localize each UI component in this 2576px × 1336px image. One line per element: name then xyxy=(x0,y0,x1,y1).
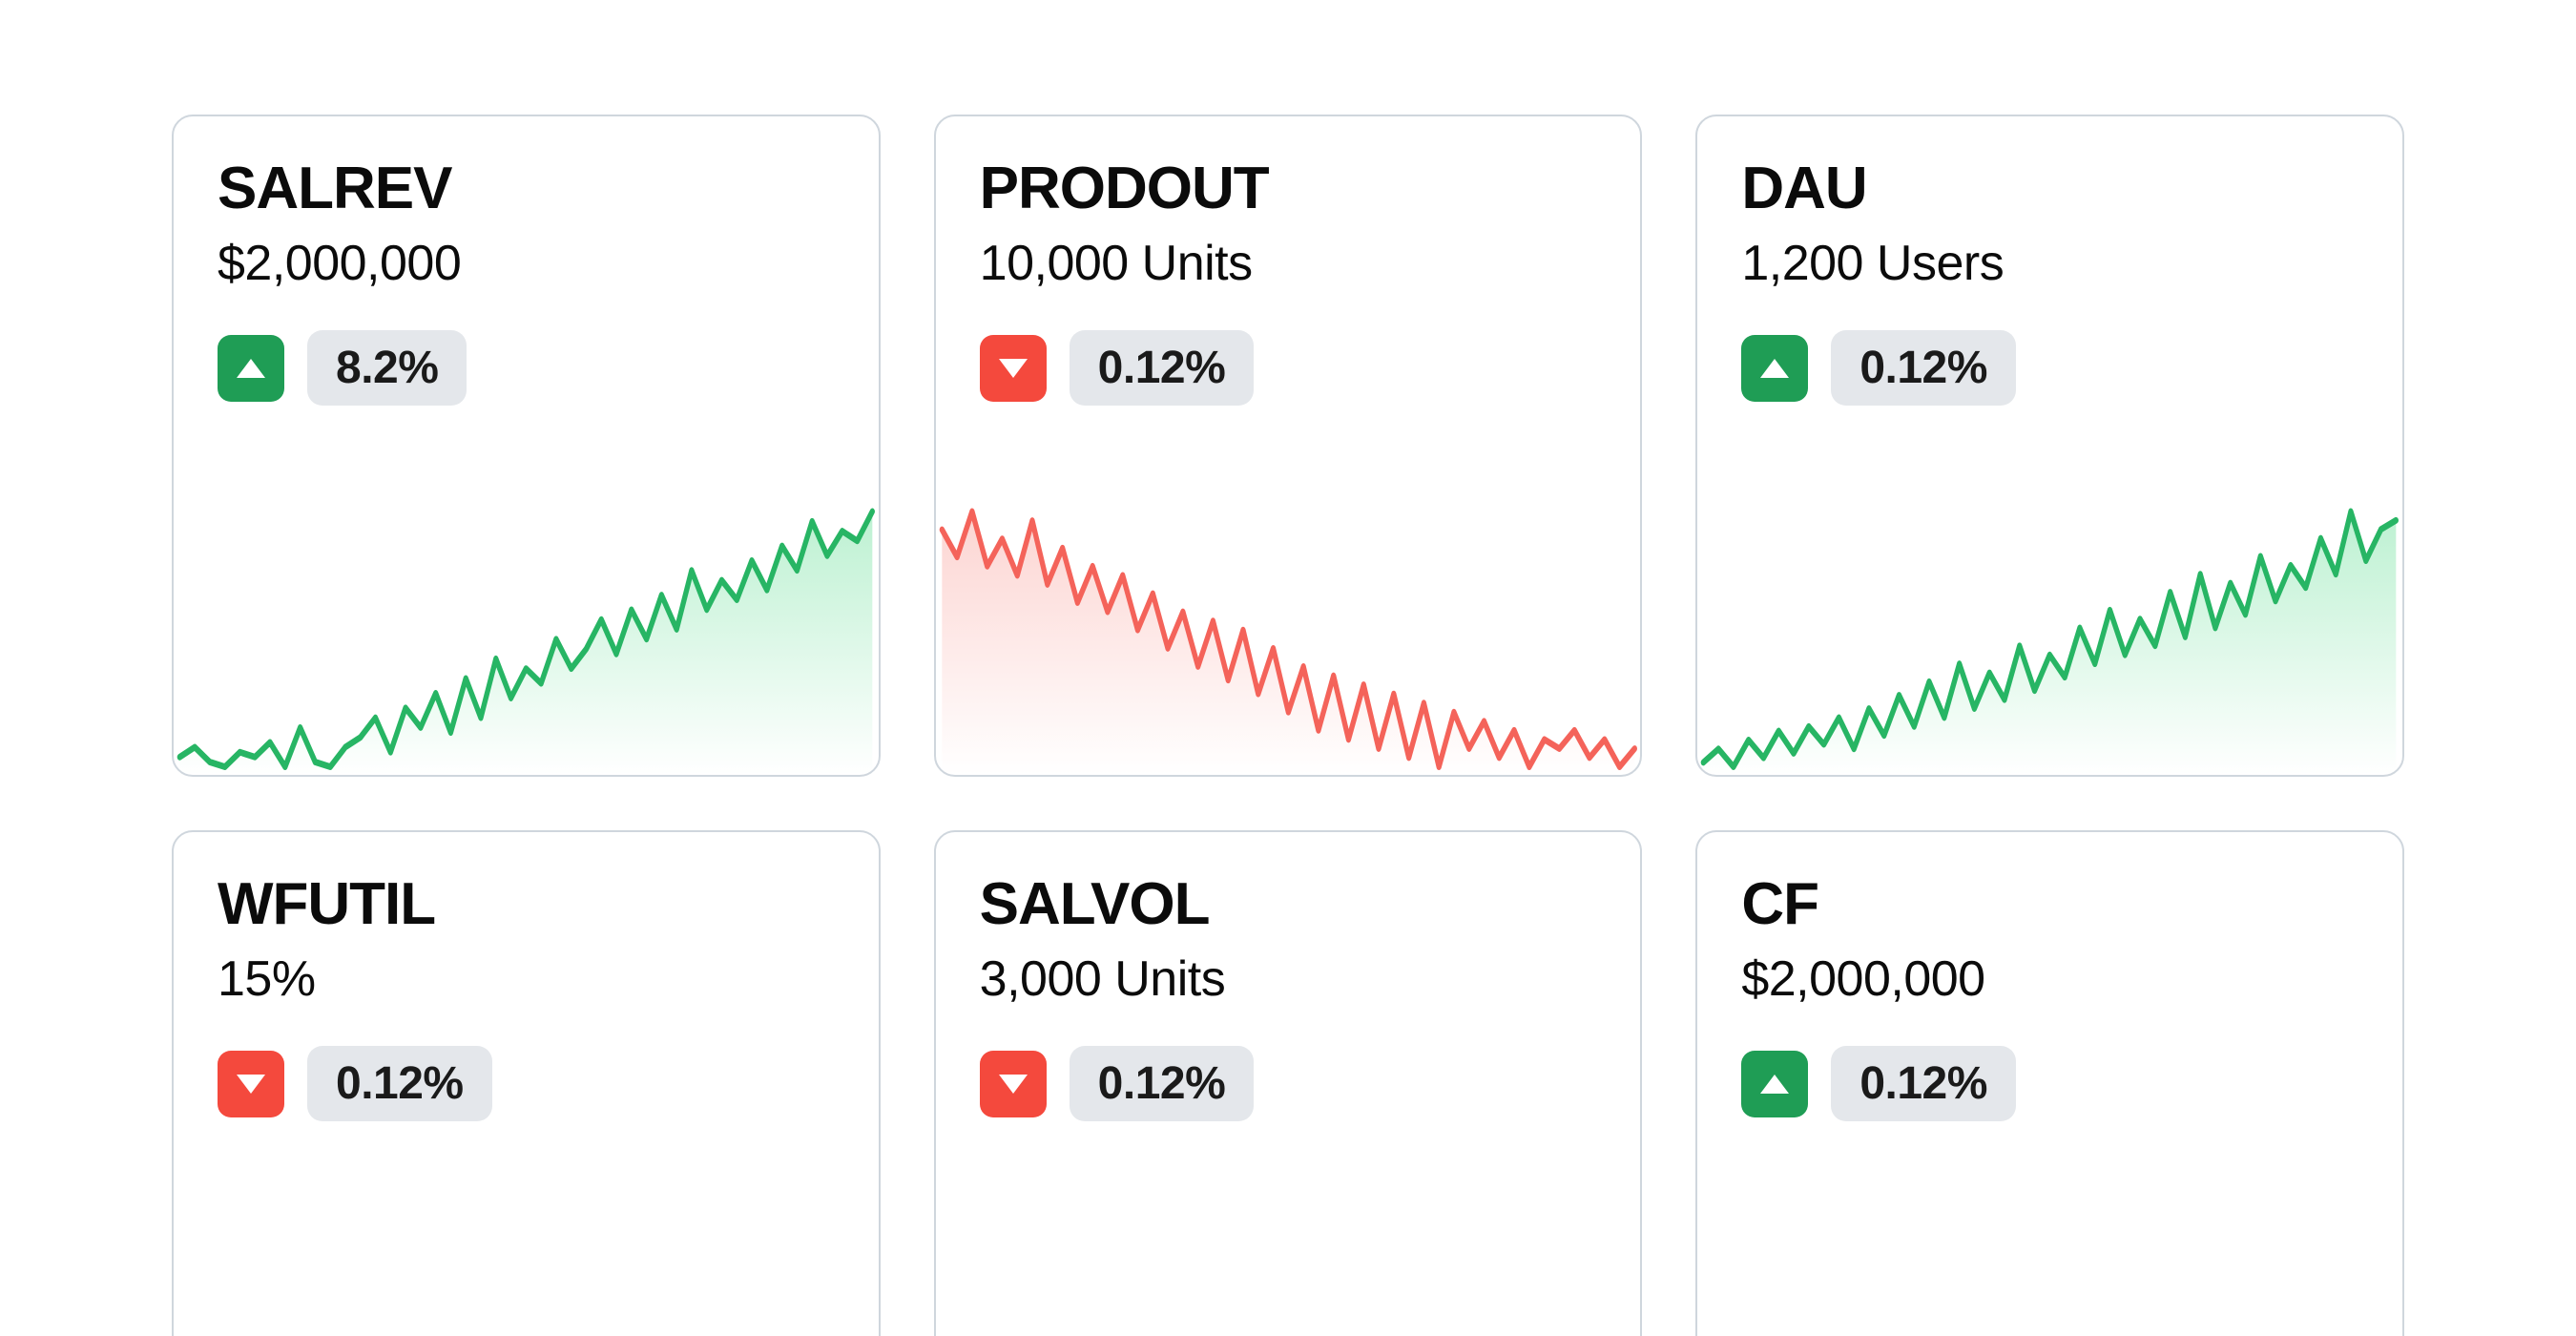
kpi-card-salvol[interactable]: SALVOL 3,000 Units 0.12% xyxy=(934,830,1643,1336)
arrow-up-icon xyxy=(1741,1051,1808,1117)
kpi-sparkline xyxy=(1697,1150,2402,1336)
kpi-delta: 0.12% xyxy=(1741,1046,2358,1121)
kpi-percent: 0.12% xyxy=(1070,330,1255,406)
kpi-sparkline xyxy=(174,434,879,775)
kpi-sparkline xyxy=(936,434,1641,775)
kpi-title: CF xyxy=(1741,872,2358,937)
arrow-down-icon xyxy=(980,335,1047,402)
kpi-percent: 0.12% xyxy=(1070,1046,1255,1121)
kpi-card-salrev[interactable]: SALREV $2,000,000 8.2% xyxy=(172,115,881,777)
kpi-sparkline xyxy=(1697,434,2402,775)
kpi-percent: 0.12% xyxy=(307,1046,492,1121)
kpi-delta: 0.12% xyxy=(1741,330,2358,406)
kpi-card-wfutil[interactable]: WFUTIL 15% 0.12% xyxy=(172,830,881,1336)
kpi-percent: 8.2% xyxy=(307,330,467,406)
kpi-title: SALVOL xyxy=(980,872,1597,937)
kpi-delta: 0.12% xyxy=(980,330,1597,406)
kpi-value: $2,000,000 xyxy=(1741,950,2358,1008)
kpi-percent: 0.12% xyxy=(1831,1046,2016,1121)
kpi-sparkline xyxy=(174,1150,879,1336)
kpi-value: 15% xyxy=(218,950,835,1008)
kpi-sparkline xyxy=(936,1150,1641,1336)
kpi-delta: 0.12% xyxy=(980,1046,1597,1121)
kpi-value: 3,000 Units xyxy=(980,950,1597,1008)
kpi-title: SALREV xyxy=(218,157,835,221)
kpi-value: 10,000 Units xyxy=(980,235,1597,292)
arrow-up-icon xyxy=(1741,335,1808,402)
arrow-down-icon xyxy=(218,1051,284,1117)
kpi-title: PRODOUT xyxy=(980,157,1597,221)
arrow-up-icon xyxy=(218,335,284,402)
kpi-grid: SALREV $2,000,000 8.2% PRODOUT 10,000 Un… xyxy=(0,0,2576,1336)
kpi-delta: 8.2% xyxy=(218,330,835,406)
kpi-value: 1,200 Users xyxy=(1741,235,2358,292)
kpi-card-dau[interactable]: DAU 1,200 Users 0.12% xyxy=(1695,115,2404,777)
arrow-down-icon xyxy=(980,1051,1047,1117)
kpi-value: $2,000,000 xyxy=(218,235,835,292)
kpi-card-prodout[interactable]: PRODOUT 10,000 Units 0.12% xyxy=(934,115,1643,777)
kpi-title: DAU xyxy=(1741,157,2358,221)
kpi-percent: 0.12% xyxy=(1831,330,2016,406)
kpi-delta: 0.12% xyxy=(218,1046,835,1121)
kpi-title: WFUTIL xyxy=(218,872,835,937)
kpi-card-cf[interactable]: CF $2,000,000 0.12% xyxy=(1695,830,2404,1336)
